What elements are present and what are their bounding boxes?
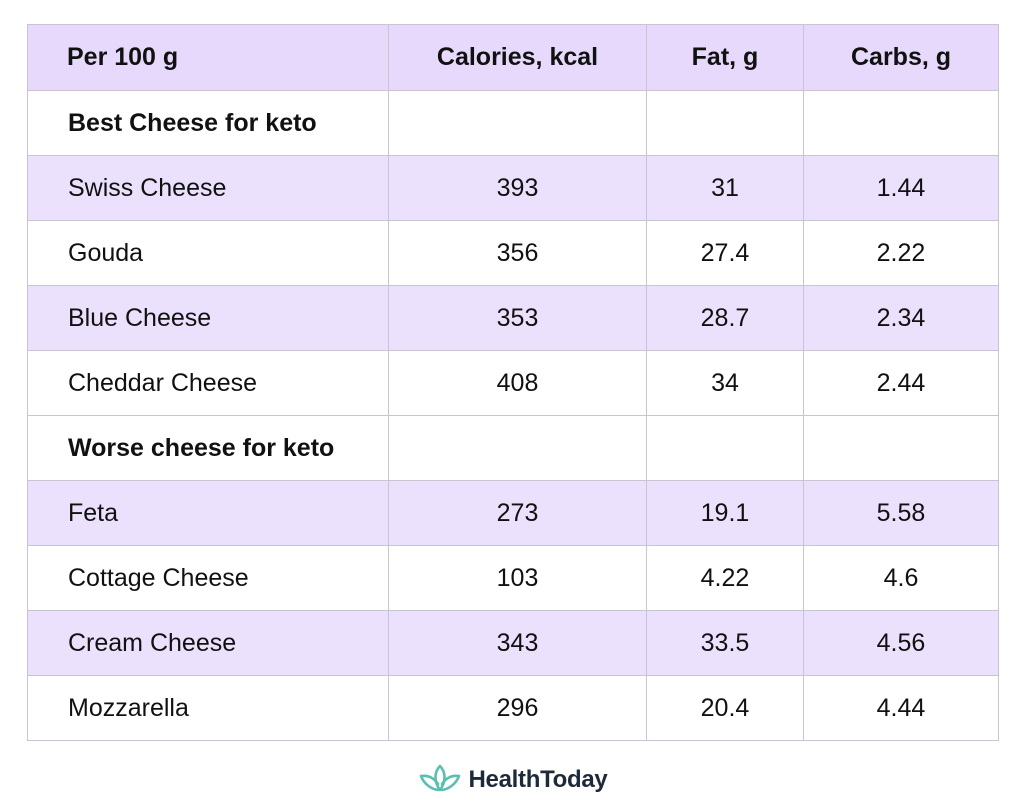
section-title: Best Cheese for keto: [27, 90, 389, 156]
section-row-worse: Worse cheese for keto: [27, 415, 999, 481]
cheese-name: Gouda: [27, 220, 389, 286]
table-row: Cottage Cheese 103 4.22 4.6: [27, 545, 999, 611]
carbs-value: 2.22: [803, 220, 999, 286]
table-row: Gouda 356 27.4 2.22: [27, 220, 999, 286]
brand-name: HealthToday: [468, 766, 608, 793]
table-header-row: Per 100 g Calories, kcal Fat, g Carbs, g: [27, 24, 999, 91]
fat-value: 28.7: [646, 285, 804, 351]
calories-value: 273: [388, 480, 647, 546]
table-row: Cream Cheese 343 33.5 4.56: [27, 610, 999, 676]
calories-value: 296: [388, 675, 647, 741]
header-carbs: Carbs, g: [803, 24, 999, 91]
calories-value: 103: [388, 545, 647, 611]
table-row: Mozzarella 296 20.4 4.44: [27, 675, 999, 741]
fat-value: 27.4: [646, 220, 804, 286]
header-per-100g: Per 100 g: [27, 24, 389, 91]
section-row-best: Best Cheese for keto: [27, 90, 999, 156]
header-fat: Fat, g: [646, 24, 804, 91]
cheese-name: Cottage Cheese: [27, 545, 389, 611]
table-row: Cheddar Cheese 408 34 2.44: [27, 350, 999, 416]
calories-value: 353: [388, 285, 647, 351]
cheese-name: Mozzarella: [27, 675, 389, 741]
carbs-value: 1.44: [803, 155, 999, 221]
section-title: Worse cheese for keto: [27, 415, 389, 481]
cheese-name: Blue Cheese: [27, 285, 389, 351]
fat-value: 31: [646, 155, 804, 221]
cheese-nutrition-table: Per 100 g Calories, kcal Fat, g Carbs, g…: [27, 24, 999, 741]
table-row: Feta 273 19.1 5.58: [27, 480, 999, 546]
cheese-name: Swiss Cheese: [27, 155, 389, 221]
table-row: Swiss Cheese 393 31 1.44: [27, 155, 999, 221]
fat-value: 34: [646, 350, 804, 416]
carbs-value: 2.44: [803, 350, 999, 416]
brand-footer: HealthToday: [0, 760, 1024, 800]
carbs-value: 4.56: [803, 610, 999, 676]
fat-value: 19.1: [646, 480, 804, 546]
calories-value: 343: [388, 610, 647, 676]
lotus-logo-icon: [417, 760, 469, 801]
calories-value: 408: [388, 350, 647, 416]
calories-value: 393: [388, 155, 647, 221]
carbs-value: 4.44: [803, 675, 999, 741]
fat-value: 20.4: [646, 675, 804, 741]
table-row: Blue Cheese 353 28.7 2.34: [27, 285, 999, 351]
cheese-name: Cream Cheese: [27, 610, 389, 676]
fat-value: 4.22: [646, 545, 804, 611]
carbs-value: 2.34: [803, 285, 999, 351]
header-calories: Calories, kcal: [388, 24, 647, 91]
fat-value: 33.5: [646, 610, 804, 676]
carbs-value: 5.58: [803, 480, 999, 546]
carbs-value: 4.6: [803, 545, 999, 611]
cheese-name: Cheddar Cheese: [27, 350, 389, 416]
cheese-name: Feta: [27, 480, 389, 546]
calories-value: 356: [388, 220, 647, 286]
